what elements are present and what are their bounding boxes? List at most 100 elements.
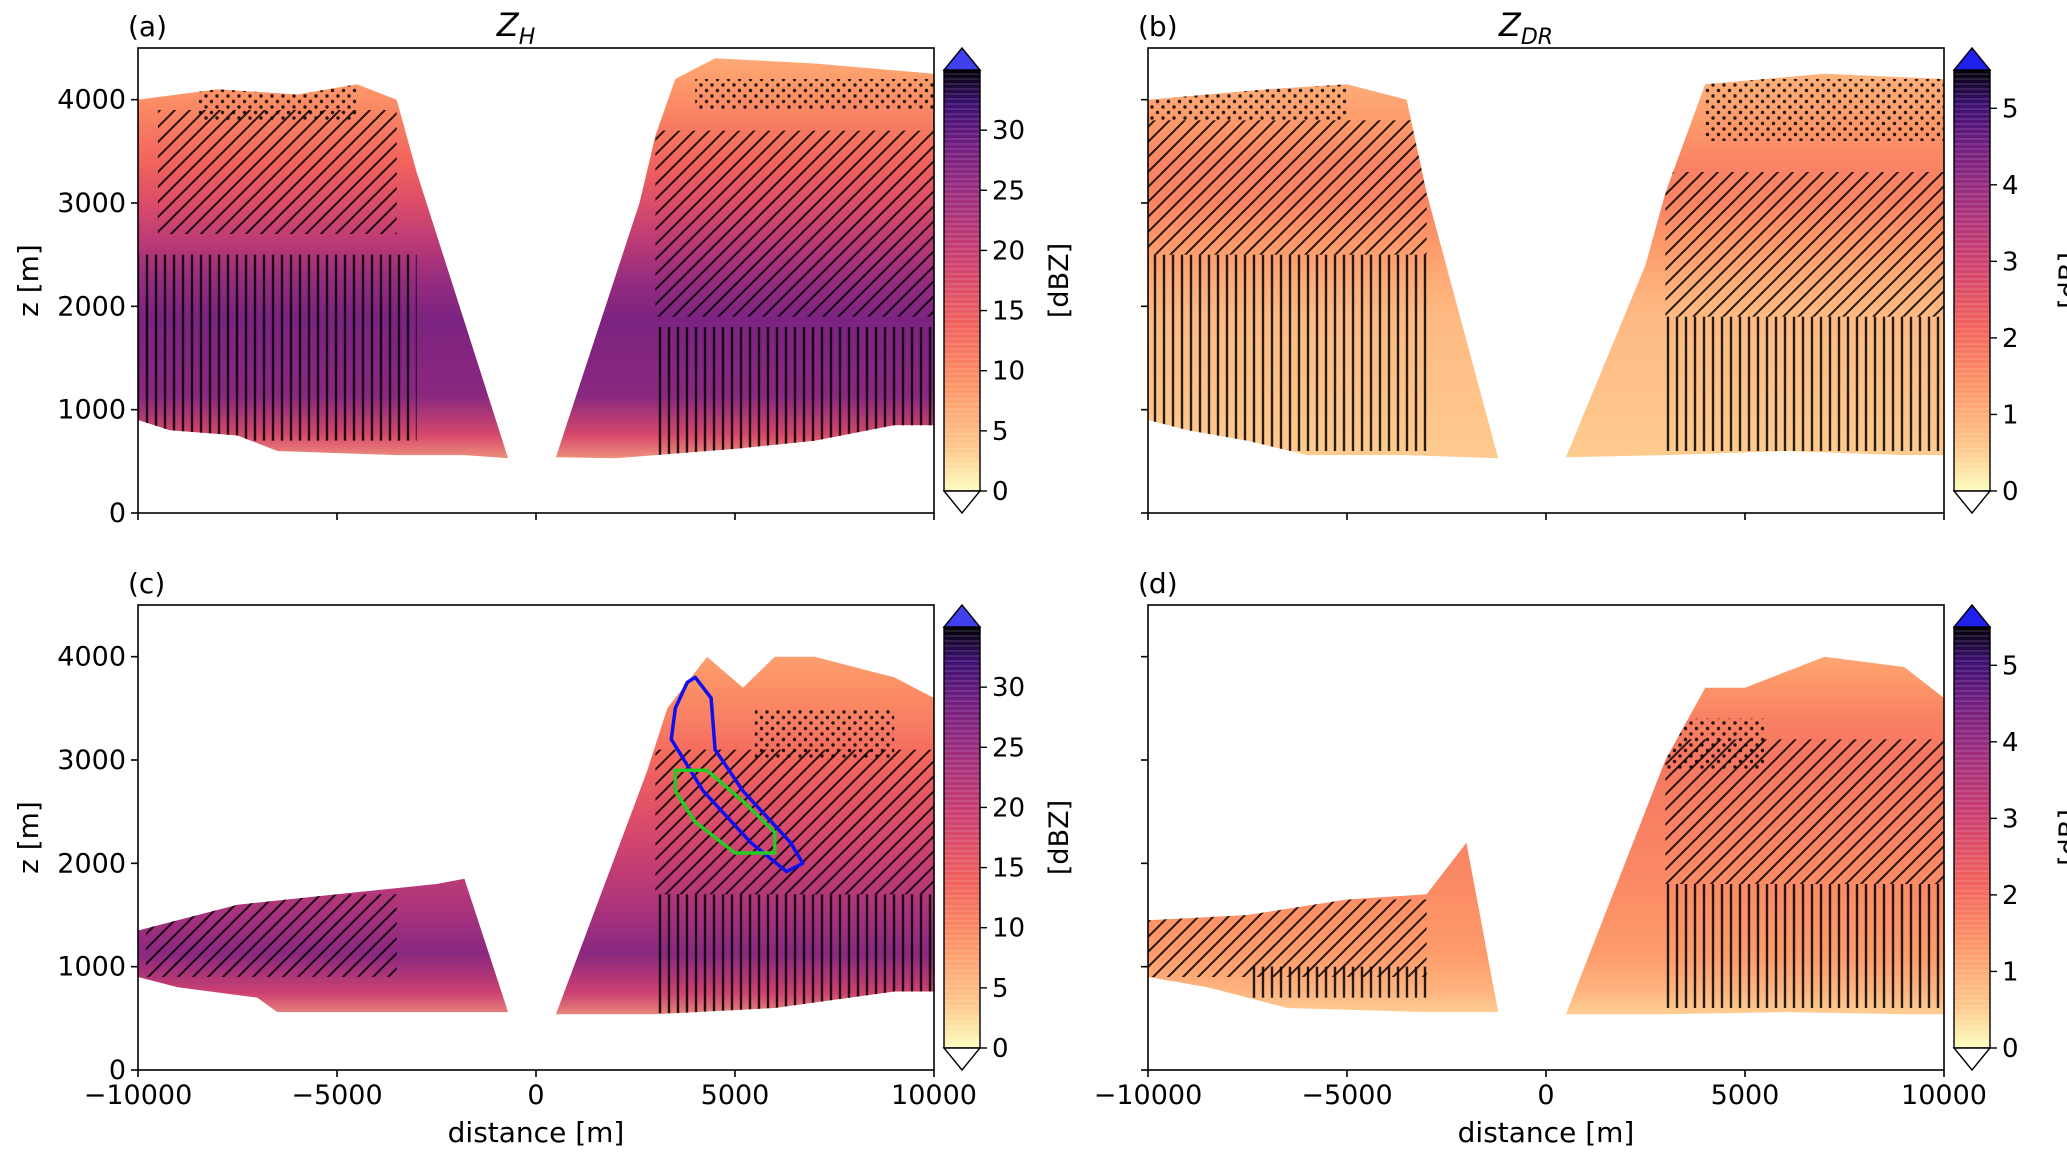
y-axis-label: z [m] xyxy=(12,801,45,874)
colorbar-gradient xyxy=(1954,70,1990,491)
y-tick-label: 3000 xyxy=(57,745,126,776)
colorbar-label: [dB] xyxy=(2054,252,2067,309)
colorbar-tick-label: 30 xyxy=(992,673,1025,703)
colorbar-extend-min xyxy=(942,490,982,515)
hatch-vertical xyxy=(1665,884,1944,1008)
colorbar-gradient xyxy=(944,70,980,491)
contour-line xyxy=(673,768,777,855)
colorbar-extend-max xyxy=(942,603,982,628)
colorbar-tick-label: 0 xyxy=(2002,477,2019,507)
panel-d: −10000 −5000 0 5000 10000 distance [m] (d) 0 1 2 3… xyxy=(1094,567,2067,1149)
colorbar-tick-label: 0 xyxy=(992,1034,1009,1064)
panel-title: ZH xyxy=(496,6,535,50)
colorbar-tick-label: 3 xyxy=(2002,804,2019,834)
x-tick-label: 10000 xyxy=(1901,1080,1987,1111)
colorbar-extend-min xyxy=(942,1047,982,1072)
hatch-dots xyxy=(754,708,895,760)
x-tick-label: −10000 xyxy=(84,1080,193,1111)
colorbar-gradient xyxy=(944,627,980,1048)
hatch-vertical xyxy=(655,894,934,1014)
hatch-dots xyxy=(1705,79,1944,141)
colorbar-tick-label: 2 xyxy=(2002,881,2019,911)
hatch-dots xyxy=(1665,718,1765,771)
hatch-vertical xyxy=(1247,966,1427,998)
panel-label: (c) xyxy=(128,567,165,600)
title-subscript: H xyxy=(519,25,536,50)
x-tick-label: −5000 xyxy=(291,1080,382,1111)
x-axis-label: distance [m] xyxy=(1458,1116,1635,1149)
colorbar-tick-label: 10 xyxy=(992,914,1025,944)
colorbar-extend-min xyxy=(1952,1047,1992,1072)
colorbar: 0 5 10 15 20 25 30 [dBZ] xyxy=(942,46,1075,515)
colorbar-tick-label: 2 xyxy=(2002,324,2019,354)
y-tick-label: 3000 xyxy=(57,188,126,219)
colorbar-tick-label: 15 xyxy=(992,854,1025,884)
hatch-overlays xyxy=(138,79,934,457)
y-tick-label: 2000 xyxy=(57,291,126,322)
colorbar-tick-label: 1 xyxy=(2002,400,2019,430)
colorbar-tick-label: 5 xyxy=(2002,94,2019,124)
colorbar-label: [dB] xyxy=(2054,809,2067,866)
panel-label: (a) xyxy=(128,10,167,43)
x-tick-label: 0 xyxy=(527,1080,544,1111)
colorbar-gradient xyxy=(1954,627,1990,1048)
panel-label: (d) xyxy=(1138,567,1178,600)
hatch-overlays xyxy=(1148,718,1944,1008)
colorbar-tick-label: 5 xyxy=(992,974,1009,1004)
colorbar-tick-label: 0 xyxy=(2002,1034,2019,1064)
hatch-diagonal xyxy=(157,110,397,234)
y-tick-label: 0 xyxy=(109,498,126,529)
hatch-dots xyxy=(695,79,934,110)
hatch-diagonal xyxy=(1148,899,1427,977)
colorbar-tick-label: 5 xyxy=(992,417,1009,447)
colorbar-tick-label: 4 xyxy=(2002,728,2019,758)
panel-b: (b) ZDR 0 1 2 3 4 5 [dB] xyxy=(1138,6,2067,520)
colorbar: 0 1 2 3 4 5 [dB] xyxy=(1952,603,2067,1072)
hatch-diagonal xyxy=(1665,172,1944,317)
hatch-vertical xyxy=(138,254,417,441)
hatch-diagonal xyxy=(145,894,397,977)
hatch-dots xyxy=(197,79,357,121)
colorbar-extend-max xyxy=(1952,46,1992,71)
hatch-dots xyxy=(1148,79,1347,121)
x-axis-label: distance [m] xyxy=(448,1116,625,1149)
colorbar-tick-label: 20 xyxy=(992,793,1025,823)
colorbar-tick-label: 0 xyxy=(992,477,1009,507)
y-tick-label: 2000 xyxy=(57,848,126,879)
y-tick-label: 1000 xyxy=(57,952,126,983)
y-tick-label: 4000 xyxy=(57,85,126,116)
x-tick-label: −10000 xyxy=(1094,1080,1203,1111)
y-tick-label: 0 xyxy=(109,1055,126,1086)
colorbar-tick-label: 5 xyxy=(2002,651,2019,681)
colorbar-extend-max xyxy=(942,46,982,71)
hatch-diagonal xyxy=(655,130,934,317)
hatch-diagonal xyxy=(655,749,934,895)
contour-line xyxy=(669,675,805,874)
colorbar-tick-label: 4 xyxy=(2002,171,2019,201)
colorbar: 0 1 2 3 4 5 [dB] xyxy=(1952,46,2067,515)
x-tick-label: 5000 xyxy=(701,1080,770,1111)
colorbar-tick-label: 10 xyxy=(992,357,1025,387)
colorbar-tick-label: 30 xyxy=(992,116,1025,146)
hatch-overlays xyxy=(145,708,934,1014)
x-tick-label: 10000 xyxy=(891,1080,977,1111)
y-tick-label: 1000 xyxy=(57,395,126,426)
hatch-diagonal xyxy=(1148,120,1427,255)
title-subscript: DR xyxy=(1521,25,1553,50)
title-main: Z xyxy=(1498,6,1522,44)
x-tick-label: −5000 xyxy=(1301,1080,1392,1111)
colorbar-tick-label: 25 xyxy=(992,733,1025,763)
title-main: Z xyxy=(496,6,520,44)
panel-a: 0 1000 2000 3000 4000 z [m] (a) ZH 0 5 10 15 20 25 30 [… xyxy=(12,6,1075,529)
x-tick-label: 5000 xyxy=(1711,1080,1780,1111)
colorbar-extend-max xyxy=(1952,603,1992,628)
colorbar-tick-label: 20 xyxy=(992,236,1025,266)
hatch-vertical xyxy=(655,327,934,457)
y-tick-label: 4000 xyxy=(57,642,126,673)
panel-title: ZDR xyxy=(1498,6,1553,50)
hatch-vertical xyxy=(1665,316,1944,451)
colorbar-label: [dBZ] xyxy=(1044,243,1075,318)
panel-c: −10000 −5000 0 5000 10000 0 1000 2000 3000 4000 di… xyxy=(12,567,1075,1149)
